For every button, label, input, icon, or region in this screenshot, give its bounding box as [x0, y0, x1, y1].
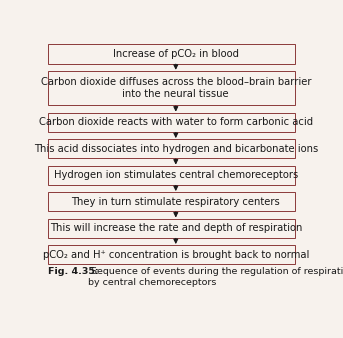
Bar: [48, 71, 295, 105]
Text: They in turn stimulate respiratory centers: They in turn stimulate respiratory cente…: [71, 197, 280, 207]
Text: This will increase the rate and depth of respiration: This will increase the rate and depth of…: [50, 223, 302, 233]
Text: Fig. 4.35:: Fig. 4.35:: [48, 267, 99, 276]
Text: pCO₂ and H⁺ concentration is brought back to normal: pCO₂ and H⁺ concentration is brought bac…: [43, 250, 309, 260]
Bar: [48, 139, 295, 159]
Text: Increase of pCO₂ in blood: Increase of pCO₂ in blood: [113, 49, 239, 59]
Bar: [48, 192, 295, 211]
Bar: [48, 166, 295, 185]
Text: This acid dissociates into hydrogen and bicarbonate ions: This acid dissociates into hydrogen and …: [34, 144, 318, 154]
Text: Sequence of events during the regulation of respiration
by central chemoreceptor: Sequence of events during the regulation…: [87, 267, 343, 287]
Bar: [48, 45, 295, 64]
Bar: [48, 219, 295, 238]
Text: Carbon dioxide reacts with water to form carbonic acid: Carbon dioxide reacts with water to form…: [39, 117, 313, 127]
Bar: [48, 113, 295, 132]
Text: Carbon dioxide diffuses across the blood–brain barrier
into the neural tissue: Carbon dioxide diffuses across the blood…: [40, 77, 311, 99]
Text: Hydrogen ion stimulates central chemoreceptors: Hydrogen ion stimulates central chemorec…: [54, 170, 298, 180]
Bar: [48, 245, 295, 264]
